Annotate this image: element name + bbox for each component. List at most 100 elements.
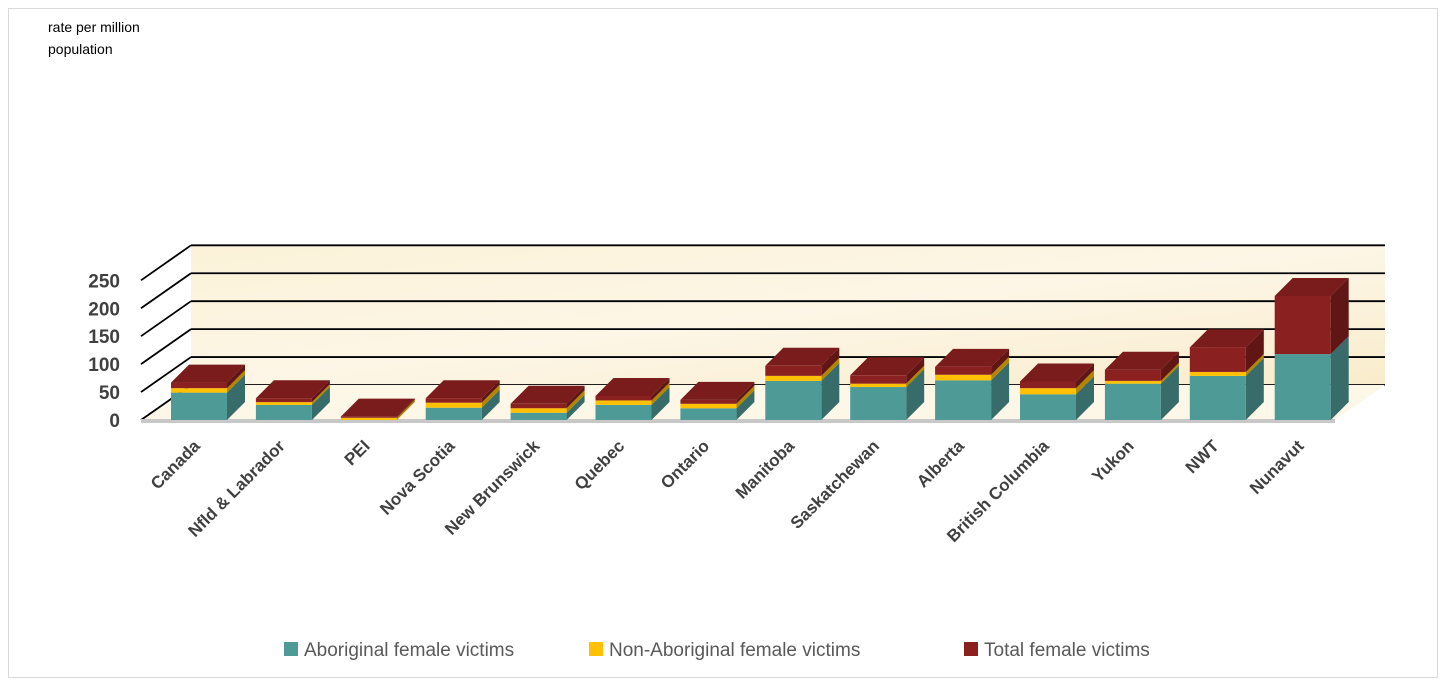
bar-segment-side	[906, 357, 925, 384]
bar-segment-side	[227, 370, 245, 393]
bar-segment-side	[566, 385, 585, 409]
bar-segment-side	[736, 381, 755, 404]
bar-segment	[171, 382, 227, 389]
x-tick-label: NWT	[1182, 436, 1223, 477]
bar-segment-side	[227, 364, 245, 389]
legend-swatch	[284, 642, 298, 656]
bar-stack	[680, 381, 755, 420]
bar-segment-side	[651, 377, 670, 401]
gridline-side	[140, 272, 192, 309]
bar-segment-side	[1245, 353, 1264, 376]
bar-segment	[1020, 388, 1076, 395]
y-tick-label: 50	[99, 383, 120, 404]
y-tick-label: 250	[88, 271, 120, 292]
bar-segment-side	[1330, 277, 1349, 355]
bar-top	[850, 357, 925, 376]
bar-segment	[595, 404, 652, 420]
bar-segment	[1020, 381, 1076, 389]
gridline-side	[140, 244, 192, 282]
bar-segment-side	[311, 380, 330, 403]
legend-label: Total female victims	[984, 640, 1150, 661]
legend-item: Total female victims	[964, 640, 1150, 661]
bar-top	[510, 385, 585, 404]
x-tick-label: Ontario	[657, 436, 713, 492]
bar-segment	[935, 374, 992, 381]
bar-segment-side	[227, 374, 245, 420]
bar-stack	[935, 348, 1010, 420]
legend: Aboriginal female victims Non-Aboriginal …	[284, 640, 1150, 661]
bar-segment	[425, 402, 482, 408]
bar-segment-side	[1160, 362, 1179, 384]
bar-segment-side	[1160, 365, 1179, 420]
bar-top	[340, 398, 415, 417]
x-tick-label: Nova Scotia	[376, 436, 459, 519]
bar-top	[1189, 329, 1264, 348]
bar-segment-side	[1245, 357, 1264, 420]
bar-segment	[510, 412, 567, 420]
gridline-side	[140, 356, 192, 393]
bar-top	[255, 380, 330, 399]
x-tick-label: Quebec	[571, 436, 629, 494]
bar-segment	[1274, 354, 1331, 420]
y-axis-label: rate per million population	[48, 19, 144, 57]
bar-segment-side	[1245, 329, 1264, 372]
legend-label: Aboriginal female victims	[304, 640, 514, 661]
bar-segment	[340, 417, 397, 420]
bar-top	[1274, 277, 1349, 296]
bar-segment	[255, 404, 312, 420]
bar-segment-side	[1330, 336, 1349, 420]
bar-top	[1020, 363, 1094, 382]
bar-segment-side	[481, 384, 500, 408]
legend-label: Non-Aboriginal female victims	[609, 640, 860, 661]
bar-segment	[680, 408, 737, 420]
bar-segment-side	[906, 369, 925, 420]
bar-segment-side	[821, 347, 840, 376]
bar-segment-side	[396, 399, 415, 420]
x-tick-label: Canada	[147, 436, 204, 493]
bar-segment-side	[736, 390, 755, 420]
bar-segment-side	[991, 362, 1010, 420]
bar-segment-side	[566, 394, 585, 420]
chart-frame: 0 50 100 150 200 250 Canada Nfld & Labrador PEI…	[8, 8, 1438, 678]
chart-back-wall	[191, 245, 1385, 385]
bar-segment	[425, 398, 482, 403]
bar-segment	[1189, 371, 1246, 376]
bar-segment	[595, 400, 652, 405]
bar-segment-side	[1076, 370, 1094, 395]
bar-segment	[255, 402, 312, 405]
y-tick-label: 0	[109, 411, 120, 432]
bar-segment	[850, 375, 907, 384]
y-tick-label: 150	[88, 327, 120, 348]
bar-segment-side	[991, 348, 1010, 375]
gridline-side	[140, 300, 192, 337]
gridline-side	[140, 328, 192, 365]
bar-segment	[510, 408, 567, 413]
bar-segment	[680, 403, 737, 409]
bar-segment-side	[481, 380, 500, 403]
y-axis-ticks: 0 50 100 150 200 250	[88, 271, 120, 432]
bar-segment-side	[821, 357, 840, 381]
bar-segment	[1189, 347, 1246, 372]
bar-top	[765, 347, 840, 366]
bar-segment	[1104, 383, 1161, 420]
bar-segment	[425, 407, 482, 420]
bar-segment	[850, 387, 907, 420]
bar-segment-side	[651, 386, 670, 420]
bar-stack	[510, 385, 585, 420]
bar-segment-side	[1076, 363, 1094, 389]
bar-top	[595, 377, 670, 396]
bar-top	[680, 381, 755, 400]
bar-segment-side	[906, 365, 925, 388]
bar-segment	[850, 383, 907, 388]
bar-stack	[1020, 363, 1094, 420]
bar-segment	[510, 403, 567, 409]
bar-top	[1104, 351, 1179, 370]
bar-segment	[595, 395, 652, 401]
y-tick-label: 100	[88, 355, 120, 376]
bar-segment-side	[1076, 376, 1094, 420]
bar-segment-side	[736, 385, 755, 409]
x-tick-label: Yukon	[1088, 436, 1138, 486]
x-tick-label: Alberta	[913, 436, 968, 491]
